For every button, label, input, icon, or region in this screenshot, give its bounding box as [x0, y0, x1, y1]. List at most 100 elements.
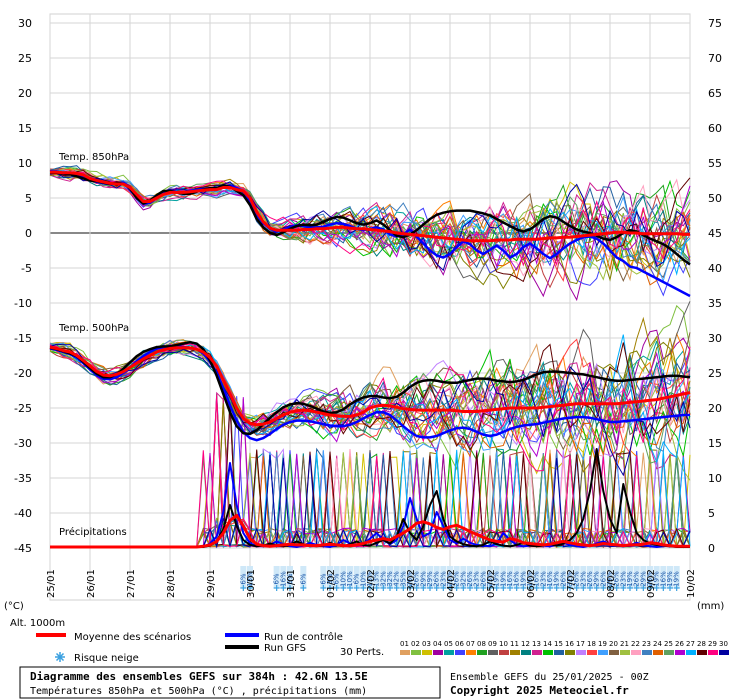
snow-risk-label: 26% [433, 571, 441, 587]
date-label: 02/02 [366, 569, 377, 598]
snowflake-icon [393, 585, 400, 591]
snow-risk-bar [273, 566, 280, 588]
snow-risk-marker: 26% [633, 566, 641, 591]
snow-risk-marker: 23% [473, 566, 481, 591]
snow-risk-bar [560, 566, 567, 588]
snowflake-icon [593, 585, 600, 591]
snow-risk-bar [627, 566, 633, 588]
snowflake-icon [347, 585, 353, 591]
snow-risk-marker: 19% [493, 566, 501, 591]
date-label: 26/01 [86, 569, 97, 598]
left-tick-label: 10 [18, 157, 32, 170]
snow-risk-marker: 42% [393, 566, 401, 591]
member-legend-label: 11 [510, 640, 519, 648]
snow-risk-marker: 19% [666, 566, 674, 591]
snow-risk-label: 23% [539, 571, 547, 587]
snow-risk-label: 16% [526, 571, 534, 587]
member-legend-label: 04 [433, 640, 442, 648]
date-label: 28/01 [166, 569, 177, 598]
right-tick-label: 0 [708, 542, 715, 555]
member-legend-swatch [444, 650, 454, 655]
snow-risk-bar [553, 566, 560, 588]
right-tick-label: 5 [708, 507, 715, 520]
snow-risk-marker: 16% [546, 566, 554, 591]
snow-risk-bar [533, 566, 540, 588]
snow-risk-label: 29% [593, 571, 601, 587]
date-label: 10/02 [686, 569, 697, 598]
snow-risk-marker: 16% [533, 566, 541, 591]
footer-subtitle: Températures 850hPa et 500hPa (°C) , pré… [30, 685, 367, 697]
snow-risk-marker: 23% [446, 566, 454, 591]
snow-risk-marker: 29% [426, 566, 434, 591]
right-tick-label: 30 [708, 332, 722, 345]
left-tick-label: -40 [14, 507, 32, 520]
snow-risk-marker: 19% [653, 566, 661, 591]
snow-risk-label: 26% [573, 571, 581, 587]
snow-risk-marker: 23% [439, 566, 447, 591]
legend-control-label: Run de contrôle [264, 631, 343, 643]
snow-risk-label: 26% [413, 571, 421, 587]
member-legend-swatch [532, 650, 542, 655]
snow-risk-bar [460, 566, 467, 588]
member-legend-label: 18 [587, 640, 596, 648]
snow-risk-label: 19% [553, 571, 561, 587]
snow-risk-label: 26% [466, 571, 474, 587]
snow-risk-label: 29% [419, 571, 427, 587]
snow-risk-label: 26% [586, 571, 594, 587]
snowflake-icon [520, 585, 527, 591]
snow-risk-bar [340, 566, 347, 588]
member-legend-swatch [598, 650, 608, 655]
snow-risk-marker: 26% [599, 566, 607, 591]
snow-risk-marker: 16% [513, 566, 521, 591]
snowflake-icon [613, 585, 620, 591]
date-labels: 25/01 26/01 27/01 28/01 29/01 30/01 31/01 01/02… [46, 569, 697, 598]
member-legend-label: 13 [532, 640, 541, 648]
snow-risk-marker: 23% [579, 566, 587, 591]
mean-line-850 [50, 170, 690, 243]
snow-risk-bar [547, 566, 553, 588]
snow-risk-marker: 6% [353, 566, 361, 591]
right-tick-label: 50 [708, 192, 722, 205]
snowflake-icon [407, 585, 413, 591]
snow-risk-label: 19% [493, 571, 501, 587]
member-legend-swatch [499, 650, 509, 655]
snow-risk-label: 26% [406, 571, 414, 587]
snow-risk-bar [427, 566, 433, 588]
legend-mean-swatch [36, 633, 66, 637]
left-tick-label: -45 [14, 542, 32, 555]
snow-risk-bar [360, 566, 367, 588]
snow-risk-label: 16% [279, 571, 287, 587]
snow-risk-marker: 26% [406, 566, 414, 591]
snow-risk-bar [667, 566, 673, 588]
member-legend-swatch [664, 650, 674, 655]
snowflake-icon [427, 585, 433, 591]
snow-risk-label: 32% [459, 571, 467, 587]
snowflake-icon [660, 585, 667, 591]
member-legend-swatch [477, 650, 487, 655]
snow-risk-bar [287, 566, 293, 588]
snow-risk-label: 32% [566, 571, 574, 587]
snow-risk-marker: 13% [366, 566, 374, 591]
snowflake-icon [500, 585, 507, 591]
member-legend-label: 01 [400, 640, 409, 648]
snow-risk-bar [353, 566, 360, 588]
member-legend: 01 02 03 04 05 06 07 08 09 10 11 12 13 14 15 16 17 18 19 20… [400, 640, 729, 655]
snow-risk-label: 6% [319, 573, 327, 584]
member-legend-swatch [675, 650, 685, 655]
snowflake-icon [580, 585, 587, 591]
snow-risk-label: 10% [339, 571, 347, 587]
member-legend-swatch [565, 650, 575, 655]
snow-risk-marker: 23% [486, 566, 494, 591]
snowflake-icon [287, 585, 293, 591]
snowflake-icon [353, 585, 360, 591]
panel-label-precip: Précipitations [59, 526, 127, 538]
member-legend-swatch [576, 650, 586, 655]
snow-risk-bar [373, 566, 380, 588]
snow-risk-label: 26% [559, 571, 567, 587]
snowflake-icon [653, 585, 660, 591]
snow-risk-bar [280, 566, 287, 588]
snowflake-icon [340, 585, 347, 591]
left-tick-label: -15 [14, 332, 32, 345]
snowflake-icon [447, 585, 453, 591]
left-tick-label: 25 [18, 52, 32, 65]
